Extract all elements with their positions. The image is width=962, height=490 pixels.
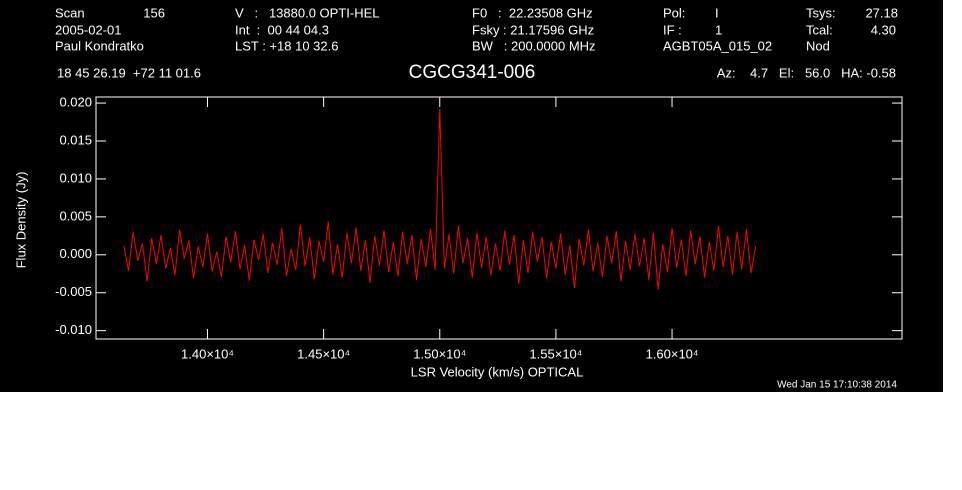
y-tick-label: 0.015	[59, 132, 92, 147]
y-tick-label: 0.020	[59, 95, 92, 110]
y-tick-label: -0.010	[55, 322, 92, 337]
header-text: AGBT05A_015_02	[663, 38, 772, 53]
y-tick-label: 0.005	[59, 208, 92, 223]
header-text: Tcal:	[806, 22, 833, 37]
header-text: 4.30	[871, 22, 896, 37]
y-tick-label: 0.000	[59, 246, 92, 261]
header-text: BW : 200.0000 MHz	[472, 38, 596, 53]
x-axis-label: LSR Velocity (km/s) OPTICAL	[411, 364, 584, 379]
header-text: IF :	[663, 22, 682, 37]
header-text: Scan	[55, 5, 85, 20]
header-text: 1	[715, 22, 722, 37]
header-text: Tsys:	[806, 5, 836, 20]
header-text: LST : +18 10 32.6	[235, 38, 338, 53]
header-text: V : 13880.0 OPTI-HEL	[235, 5, 380, 20]
header-text: Paul Kondratko	[55, 38, 144, 53]
y-tick-label: -0.005	[55, 284, 92, 299]
header-text: I	[715, 5, 719, 20]
date-stamp: Wed Jan 15 17:10:38 2014	[777, 380, 897, 391]
x-tick-label: 1.45×10⁴	[297, 346, 350, 361]
header-text: F0 : 22.23508 GHz	[472, 5, 593, 20]
header-text: 2005-02-01	[55, 22, 122, 37]
header-text: 27.18	[865, 5, 898, 20]
header-text: Pol:	[663, 5, 685, 20]
spectrum-line	[123, 109, 757, 290]
header-text: Int : 00 44 04.3	[235, 22, 329, 37]
y-axis-label: Flux Density (Jy)	[13, 172, 28, 269]
x-tick-label: 1.55×10⁴	[529, 346, 582, 361]
y-tick-label: 0.010	[59, 170, 92, 185]
x-tick-label: 1.50×10⁴	[413, 346, 466, 361]
header-text: Fsky : 21.17596 GHz	[472, 22, 594, 37]
header-text: 156	[143, 5, 165, 20]
header-text: 18 45 26.19 +72 11 01.6	[57, 65, 201, 80]
header-text: Az: 4.7 El: 56.0 HA: -0.58	[717, 65, 896, 80]
header-text: Nod	[806, 38, 830, 53]
plot-frame	[95, 96, 903, 340]
x-tick-label: 1.40×10⁴	[181, 346, 234, 361]
chart-title: CGCG341-006	[409, 62, 536, 83]
plot-background	[0, 0, 943, 392]
x-tick-label: 1.60×10⁴	[646, 346, 699, 361]
